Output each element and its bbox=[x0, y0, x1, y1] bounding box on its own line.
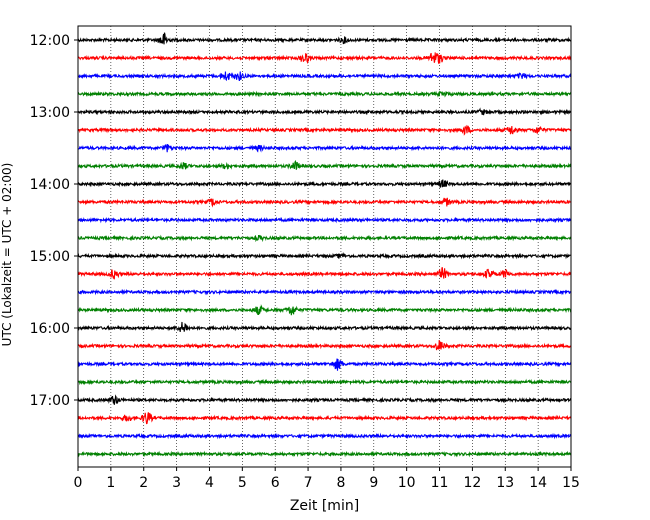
y-tick-label: 14:00 bbox=[30, 177, 70, 193]
trace-1230 bbox=[77, 71, 572, 82]
trace-1700 bbox=[77, 394, 572, 405]
x-tick-label: 0 bbox=[74, 475, 83, 491]
trace-1445 bbox=[77, 234, 572, 243]
trace-1715 bbox=[77, 412, 572, 425]
trace-1300 bbox=[77, 107, 572, 116]
trace-1500 bbox=[77, 251, 572, 260]
trace-1730 bbox=[77, 432, 572, 440]
x-tick-label: 9 bbox=[369, 475, 378, 491]
y-tick-label: 17:00 bbox=[30, 393, 70, 409]
trace-1645 bbox=[77, 378, 572, 386]
x-tick-label: 3 bbox=[172, 475, 181, 491]
trace-1630 bbox=[77, 358, 572, 371]
trace-1430 bbox=[77, 216, 572, 224]
trace-1215 bbox=[77, 52, 572, 65]
x-tick-label: 5 bbox=[238, 475, 247, 491]
trace-1400 bbox=[77, 179, 572, 188]
y-tick-label: 12:00 bbox=[30, 33, 70, 49]
trace-1615 bbox=[77, 340, 572, 351]
x-tick-label: 8 bbox=[336, 475, 345, 491]
trace-1600 bbox=[77, 321, 572, 332]
x-tick-label: 15 bbox=[562, 475, 580, 491]
trace-1200 bbox=[77, 32, 572, 45]
x-tick-label: 10 bbox=[398, 475, 416, 491]
trace-1345 bbox=[77, 159, 572, 170]
y-tick-label: 13:00 bbox=[30, 105, 70, 121]
trace-1315 bbox=[77, 124, 572, 136]
trace-1545 bbox=[77, 304, 572, 316]
x-tick-label: 4 bbox=[205, 475, 214, 491]
plot-frame bbox=[77, 25, 572, 468]
x-tick-label: 12 bbox=[463, 475, 481, 491]
trace-1245 bbox=[77, 90, 572, 98]
trace-1530 bbox=[77, 288, 572, 296]
y-axis-label: UTC (Lokalzeit = UTC + 02:00) bbox=[0, 163, 14, 347]
x-tick-label: 14 bbox=[529, 475, 547, 491]
x-tick-label: 7 bbox=[304, 475, 313, 491]
trace-1745 bbox=[77, 450, 572, 458]
x-tick-label: 11 bbox=[431, 475, 449, 491]
trace-1415 bbox=[77, 197, 572, 208]
x-tick-label: 13 bbox=[496, 475, 514, 491]
trace-group bbox=[77, 32, 572, 458]
x-tick-label: 2 bbox=[139, 475, 148, 491]
x-tick-label: 1 bbox=[106, 475, 115, 491]
x-axis: 0 1 2 3 4 5 6 7 8 9 10 11 12 13 14 15 bbox=[74, 467, 580, 491]
y-axis: 12:00 13:00 14:00 15:00 16:00 17:00 bbox=[30, 33, 78, 409]
x-tick-label: 6 bbox=[271, 475, 280, 491]
trace-1515 bbox=[77, 267, 572, 280]
y-tick-label: 16:00 bbox=[30, 321, 70, 337]
y-tick-label: 15:00 bbox=[30, 249, 70, 265]
trace-1330 bbox=[77, 143, 572, 153]
x-axis-label: Zeit [min] bbox=[290, 498, 359, 514]
